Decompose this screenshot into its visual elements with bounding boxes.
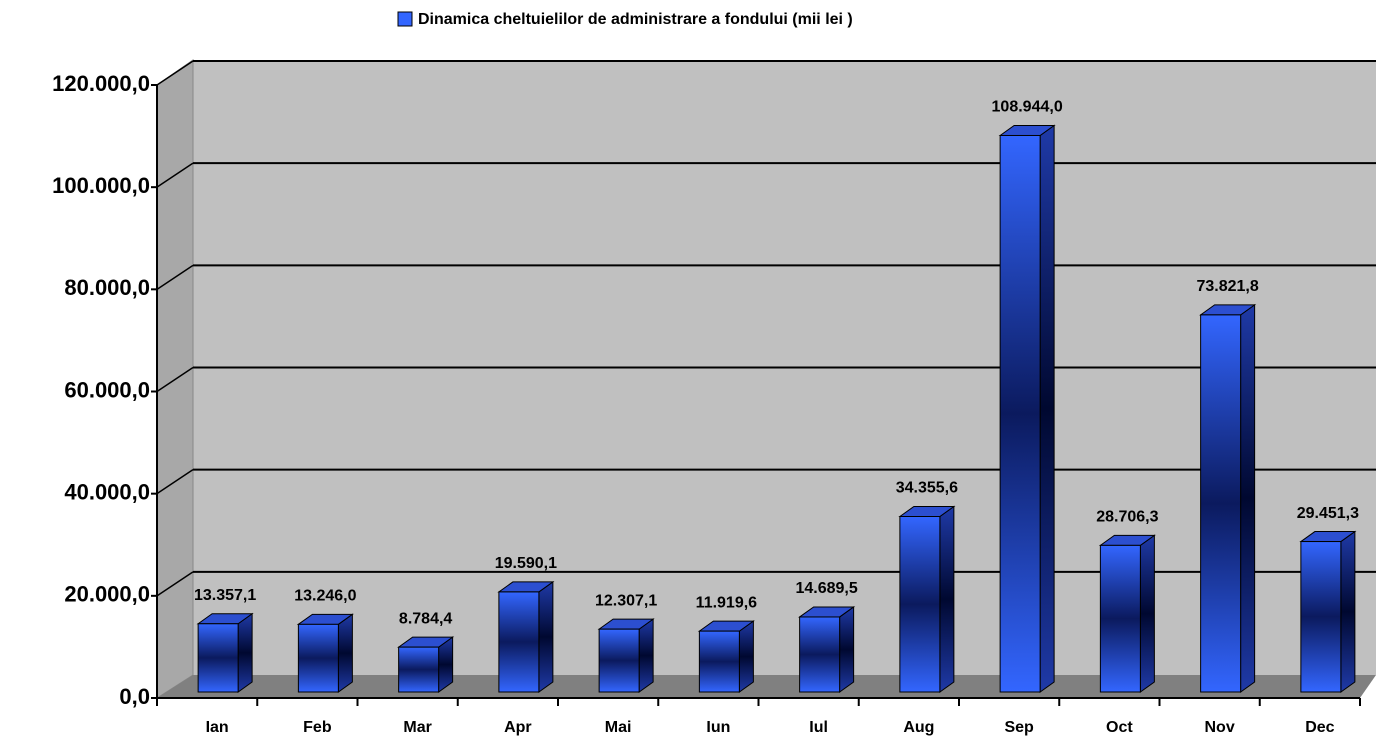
bar-side bbox=[638, 618, 654, 693]
value-label: 11.919,6 bbox=[696, 594, 758, 611]
x-tick-label: Ian bbox=[206, 719, 229, 736]
grid-line-side bbox=[156, 162, 194, 188]
x-tick-label: Apr bbox=[504, 719, 532, 736]
value-label: 108.944,0 bbox=[992, 99, 1063, 116]
x-tick-label: Nov bbox=[1205, 719, 1235, 736]
y-tick-label: 40.000,0 bbox=[64, 479, 150, 504]
bar-side bbox=[237, 612, 253, 693]
bar bbox=[799, 616, 841, 693]
bar-side bbox=[738, 620, 754, 693]
bar-side bbox=[1039, 124, 1055, 693]
bar bbox=[899, 516, 941, 693]
value-label: 28.706,3 bbox=[1096, 509, 1158, 526]
legend-swatch bbox=[397, 11, 413, 27]
x-tick-label: Dec bbox=[1305, 719, 1334, 736]
bar-side bbox=[1139, 534, 1155, 693]
x-tick-label: Oct bbox=[1106, 719, 1133, 736]
bar-side bbox=[1240, 303, 1256, 693]
value-label: 8.784,4 bbox=[399, 610, 452, 627]
bar-side bbox=[538, 580, 554, 693]
bar bbox=[297, 623, 339, 693]
bar-side bbox=[1340, 530, 1356, 693]
bar-side bbox=[337, 613, 353, 693]
bar bbox=[498, 591, 540, 693]
bar bbox=[1200, 314, 1242, 693]
bar bbox=[598, 628, 640, 693]
bar bbox=[197, 623, 239, 693]
value-label: 12.307,1 bbox=[595, 592, 657, 609]
y-tick-label: 100.000,0 bbox=[52, 173, 150, 198]
value-label: 13.246,0 bbox=[294, 588, 356, 605]
y-tick-label: 0,0 bbox=[119, 684, 150, 709]
value-label: 19.590,1 bbox=[495, 555, 557, 572]
grid-line-side bbox=[156, 469, 194, 495]
grid-line-side bbox=[156, 366, 194, 393]
bar bbox=[1300, 541, 1342, 693]
y-tick-label: 60.000,0 bbox=[64, 377, 150, 402]
bar bbox=[698, 630, 740, 693]
value-label: 29.451,3 bbox=[1297, 505, 1359, 522]
x-tick-label: Feb bbox=[303, 719, 332, 736]
bar-side bbox=[839, 605, 855, 693]
x-tick-label: Mai bbox=[605, 719, 632, 736]
x-tick-label: Aug bbox=[903, 719, 934, 736]
x-tick-label: Sep bbox=[1004, 719, 1034, 736]
x-tick-label: Iun bbox=[706, 719, 730, 736]
y-tick-label: 20.000,0 bbox=[64, 582, 150, 607]
bar bbox=[999, 134, 1041, 693]
floor bbox=[157, 675, 1376, 698]
value-label: 73.821,8 bbox=[1196, 278, 1258, 295]
x-tick-label: Iul bbox=[809, 719, 828, 736]
value-label: 13.357,1 bbox=[194, 587, 256, 604]
value-label: 34.355,6 bbox=[896, 480, 958, 497]
bar-side bbox=[939, 505, 955, 693]
bar bbox=[1099, 544, 1141, 693]
y-tick-label: 80.000,0 bbox=[64, 275, 150, 300]
grid-line-side bbox=[156, 571, 194, 597]
grid-line-side bbox=[156, 264, 194, 290]
bar bbox=[398, 646, 440, 693]
grid-line-side bbox=[156, 60, 194, 86]
x-tick-label: Mar bbox=[403, 719, 431, 736]
y-tick-label: 120.000,0 bbox=[52, 71, 150, 96]
legend-label: Dinamica cheltuielilor de administrare a… bbox=[418, 11, 853, 28]
value-label: 14.689,5 bbox=[795, 580, 857, 597]
